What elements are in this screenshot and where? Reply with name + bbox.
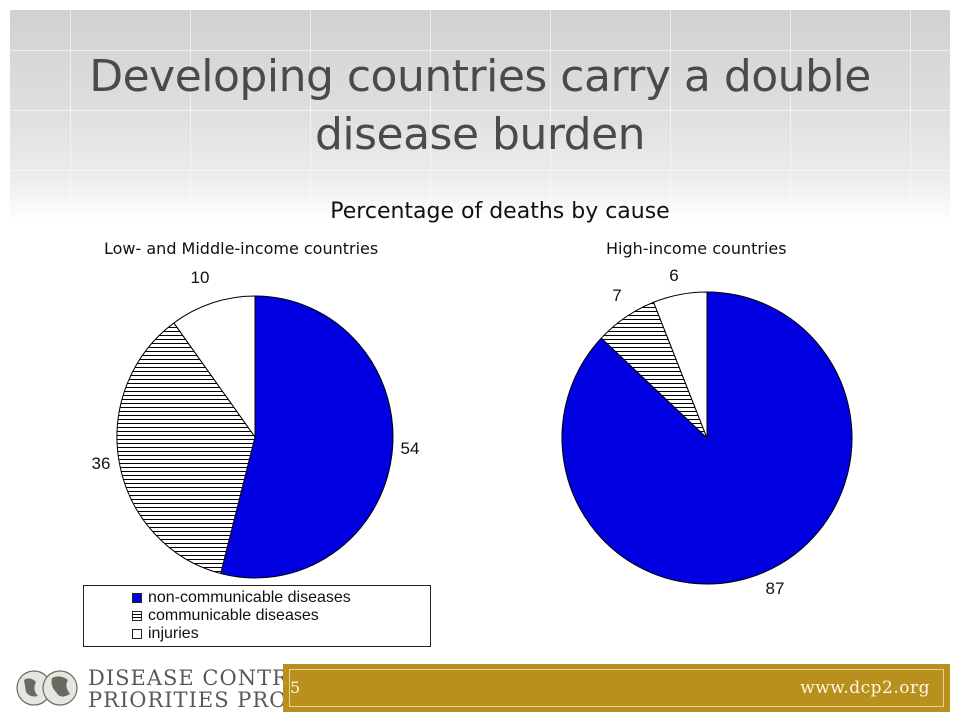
data-label-low-middle-communicable: 36 bbox=[92, 454, 111, 473]
footer-bar bbox=[283, 664, 950, 712]
data-label-high-income-injuries: 6 bbox=[669, 266, 678, 285]
slide-title-line-2: disease burden bbox=[314, 109, 646, 160]
slide-title: Developing countries carry a double dise… bbox=[20, 48, 940, 164]
slide-subtitle: Percentage of deaths by cause bbox=[330, 199, 670, 224]
dcp-logo: DISEASE CONTROL PRIORITIES PROJECT bbox=[10, 662, 344, 712]
page-number: 5 bbox=[290, 678, 301, 697]
pie-slice-low-middle-non-communicable bbox=[220, 295, 394, 579]
legend-swatch-non-communicable bbox=[132, 593, 142, 603]
pie-chart-low-middle-income: 54 36 10 bbox=[92, 268, 420, 579]
legend-label: injuries bbox=[148, 625, 199, 642]
legend-label: non-communicable diseases bbox=[148, 589, 351, 606]
footer-bar-border bbox=[289, 669, 944, 707]
data-label-low-middle-injuries: 10 bbox=[191, 268, 210, 287]
legend-swatch-injuries bbox=[132, 629, 142, 639]
legend-label: communicable diseases bbox=[148, 607, 319, 624]
pie-chart-high-income: 87 7 6 bbox=[561, 266, 853, 598]
pie-slice-low-middle-injuries bbox=[173, 295, 256, 439]
data-label-high-income-communicable: 7 bbox=[612, 286, 621, 305]
slide-title-line-1: Developing countries carry a double bbox=[89, 51, 871, 102]
header-background bbox=[10, 10, 950, 220]
data-label-low-middle-non-communicable: 54 bbox=[401, 439, 420, 458]
globe-logo-icon bbox=[16, 670, 78, 706]
data-label-high-income-non-communicable: 87 bbox=[766, 579, 785, 598]
legend-item-non-communicable: non-communicable diseases bbox=[132, 589, 430, 607]
chart-legend: non-communicable diseases communicable d… bbox=[83, 585, 431, 647]
legend-item-communicable: communicable diseases bbox=[132, 607, 430, 625]
chart-title-high-income: High-income countries bbox=[606, 239, 787, 258]
chart-title-low-middle-income: Low- and Middle-income countries bbox=[104, 239, 379, 258]
footer-url: www.dcp2.org bbox=[800, 678, 930, 698]
logo-text-line-1: DISEASE CONTROL bbox=[88, 666, 323, 690]
pie-slice-high-income-injuries bbox=[652, 291, 708, 439]
legend-swatch-communicable bbox=[132, 611, 142, 621]
legend-item-injuries: injuries bbox=[132, 625, 430, 643]
pie-slice-low-middle-communicable bbox=[116, 322, 256, 575]
